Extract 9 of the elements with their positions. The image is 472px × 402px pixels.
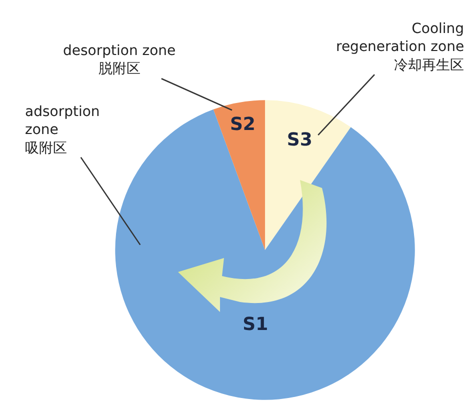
text: desorption zone 脱附区 (63, 43, 176, 78)
text: adsorption zone 吸附区 (25, 104, 100, 156)
slice-label: S1 (242, 314, 268, 335)
slice-label: S3 (286, 130, 312, 151)
pie-slice (213, 100, 266, 250)
text: Cooling regeneration zone 冷却再生区 (336, 21, 464, 74)
pie-slice (265, 100, 351, 250)
pie-slice (115, 109, 415, 400)
slice-label: S2 (230, 114, 256, 135)
